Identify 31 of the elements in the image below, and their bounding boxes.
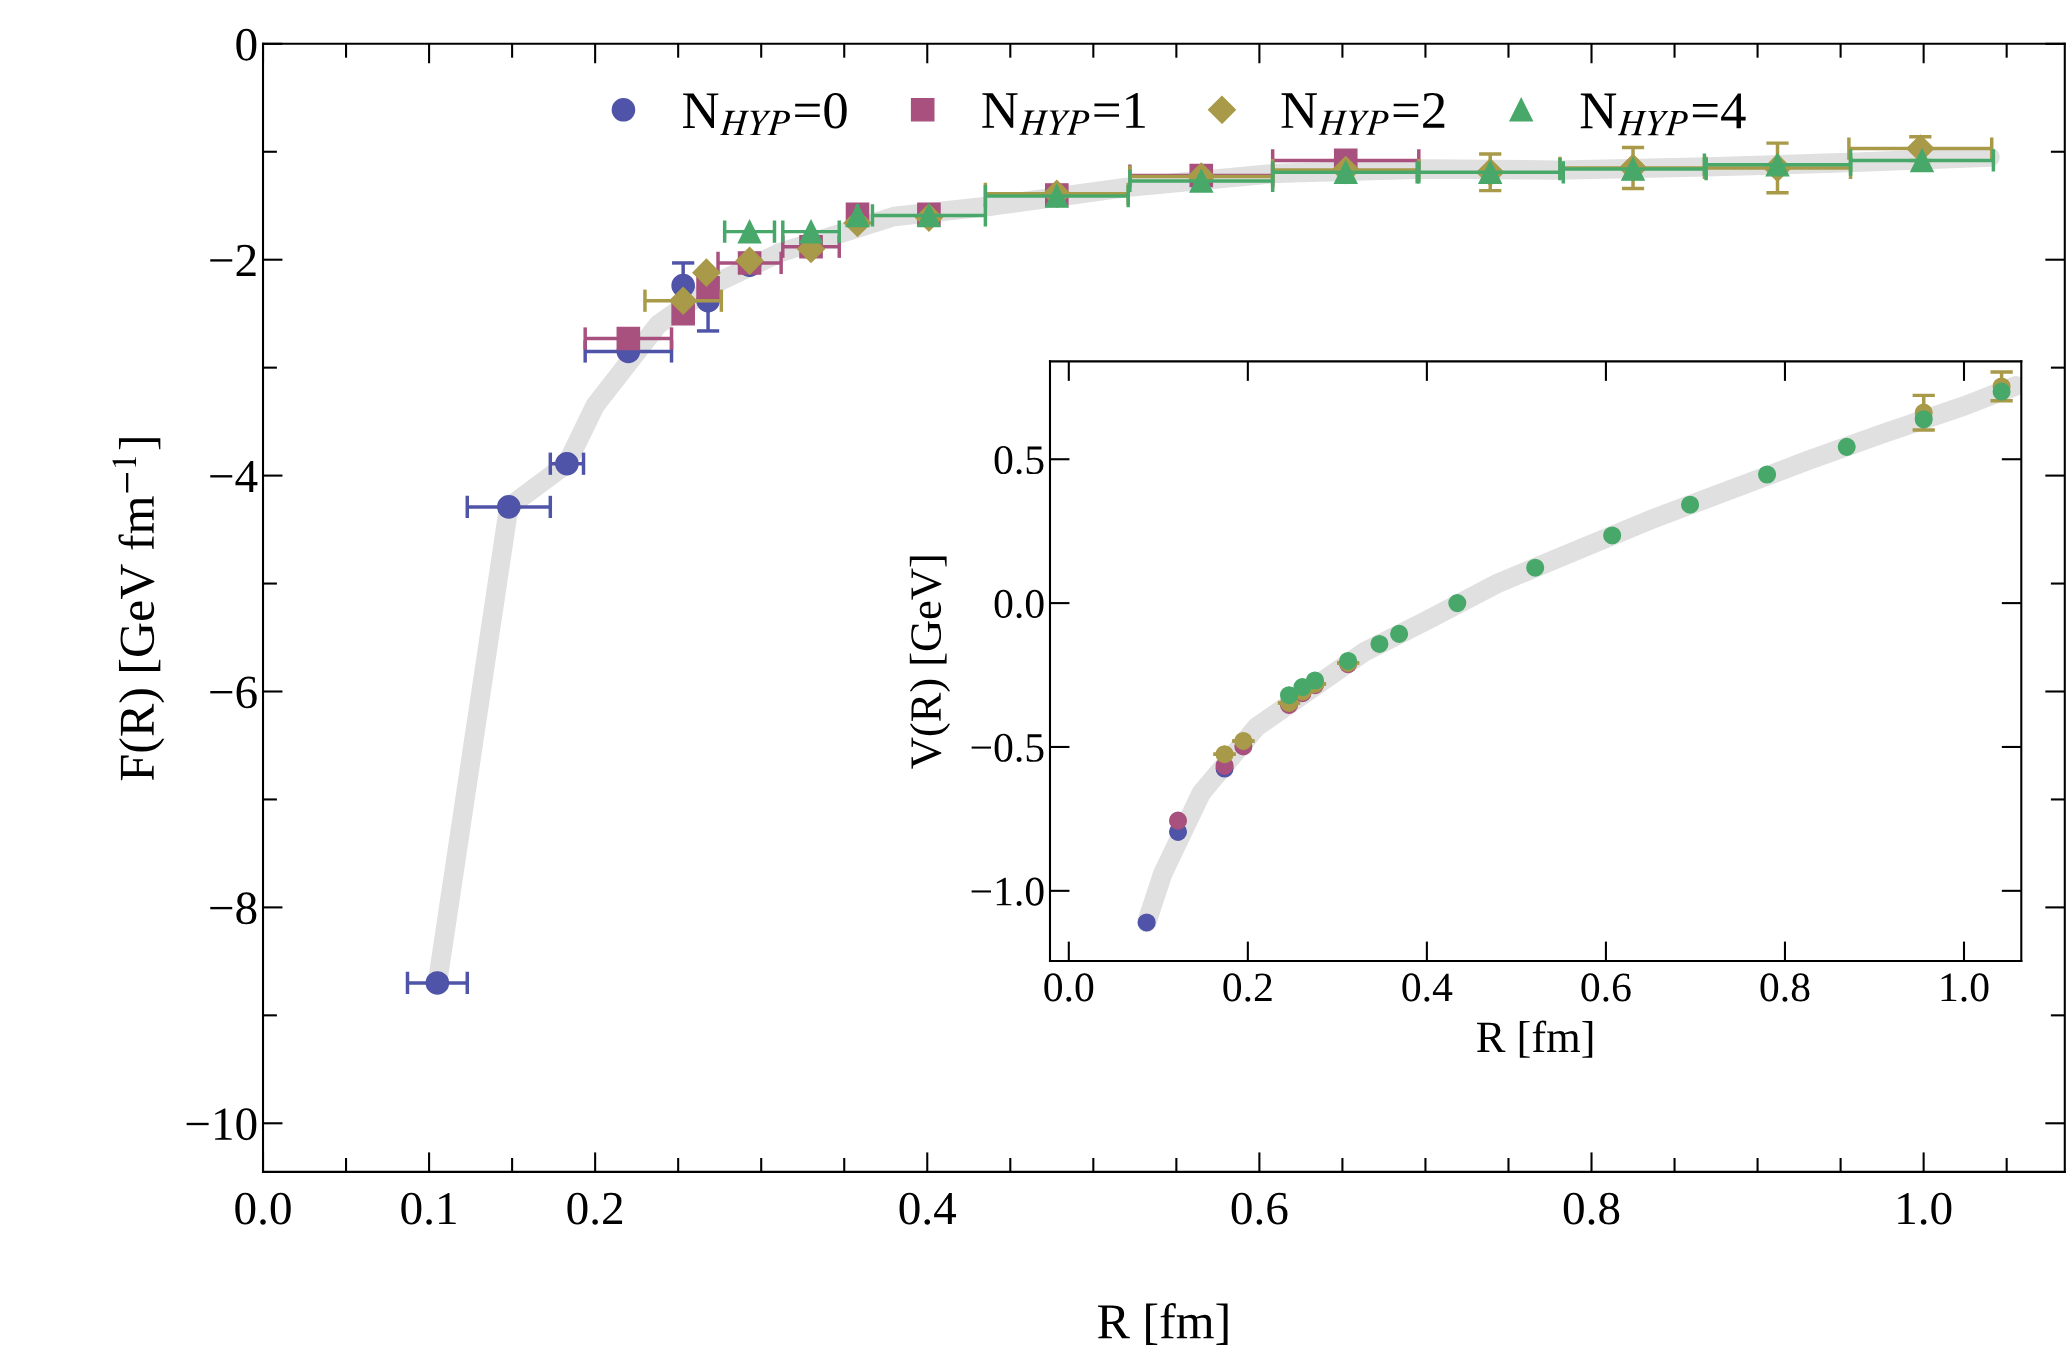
legend-label: N$_{HYP}$=0 [683, 92, 847, 135]
x-tick-label: 0.1 [401, 1192, 456, 1225]
y-tick-label: 0 [236, 28, 257, 61]
y-tick-label: −6 [210, 676, 257, 709]
legend-label: N$_{HYP}$=4 [1580, 93, 1746, 136]
x-tick-label: 0.8 [1760, 973, 1810, 1002]
x-tick-label: 0.2 [1223, 973, 1272, 1002]
y-axis-title: V(R) [GeV] [909, 556, 951, 769]
y-tick-label: −10 [186, 1108, 257, 1141]
y-tick-label: −8 [210, 892, 257, 925]
legend-label: N$_{HYP}$=2 [1281, 92, 1445, 135]
y-tick-label: −2 [210, 244, 256, 277]
legend-label: N$_{HYP}$=1 [982, 92, 1145, 135]
x-tick-label: 0.0 [235, 1192, 291, 1225]
x-tick-label: 0.0 [1044, 973, 1094, 1002]
x-axis-title: R [fm] [1477, 1020, 1593, 1058]
x-tick-label: 0.6 [1231, 1192, 1288, 1225]
y-tick-label: −4 [210, 460, 258, 492]
y-tick-label: −1.0 [971, 877, 1044, 906]
x-tick-label: 0.8 [1563, 1192, 1620, 1225]
y-tick-label: 0.5 [994, 445, 1044, 475]
x-tick-label: 0.2 [567, 1192, 623, 1225]
x-tick-label: 1.0 [1898, 1192, 1952, 1225]
y-axis-title: F(R) [GeV fm$^{−1}$] [112, 438, 165, 781]
x-tick-label: 0.4 [899, 1192, 957, 1225]
x-tick-label: 1.0 [1941, 973, 1989, 1002]
x-tick-label: 0.4 [1402, 973, 1453, 1002]
y-tick-label: −0.5 [971, 733, 1044, 763]
x-axis-title: R [fm] [1098, 1303, 1228, 1345]
y-tick-label: 0.0 [994, 589, 1044, 619]
x-tick-label: 0.6 [1581, 973, 1631, 1002]
